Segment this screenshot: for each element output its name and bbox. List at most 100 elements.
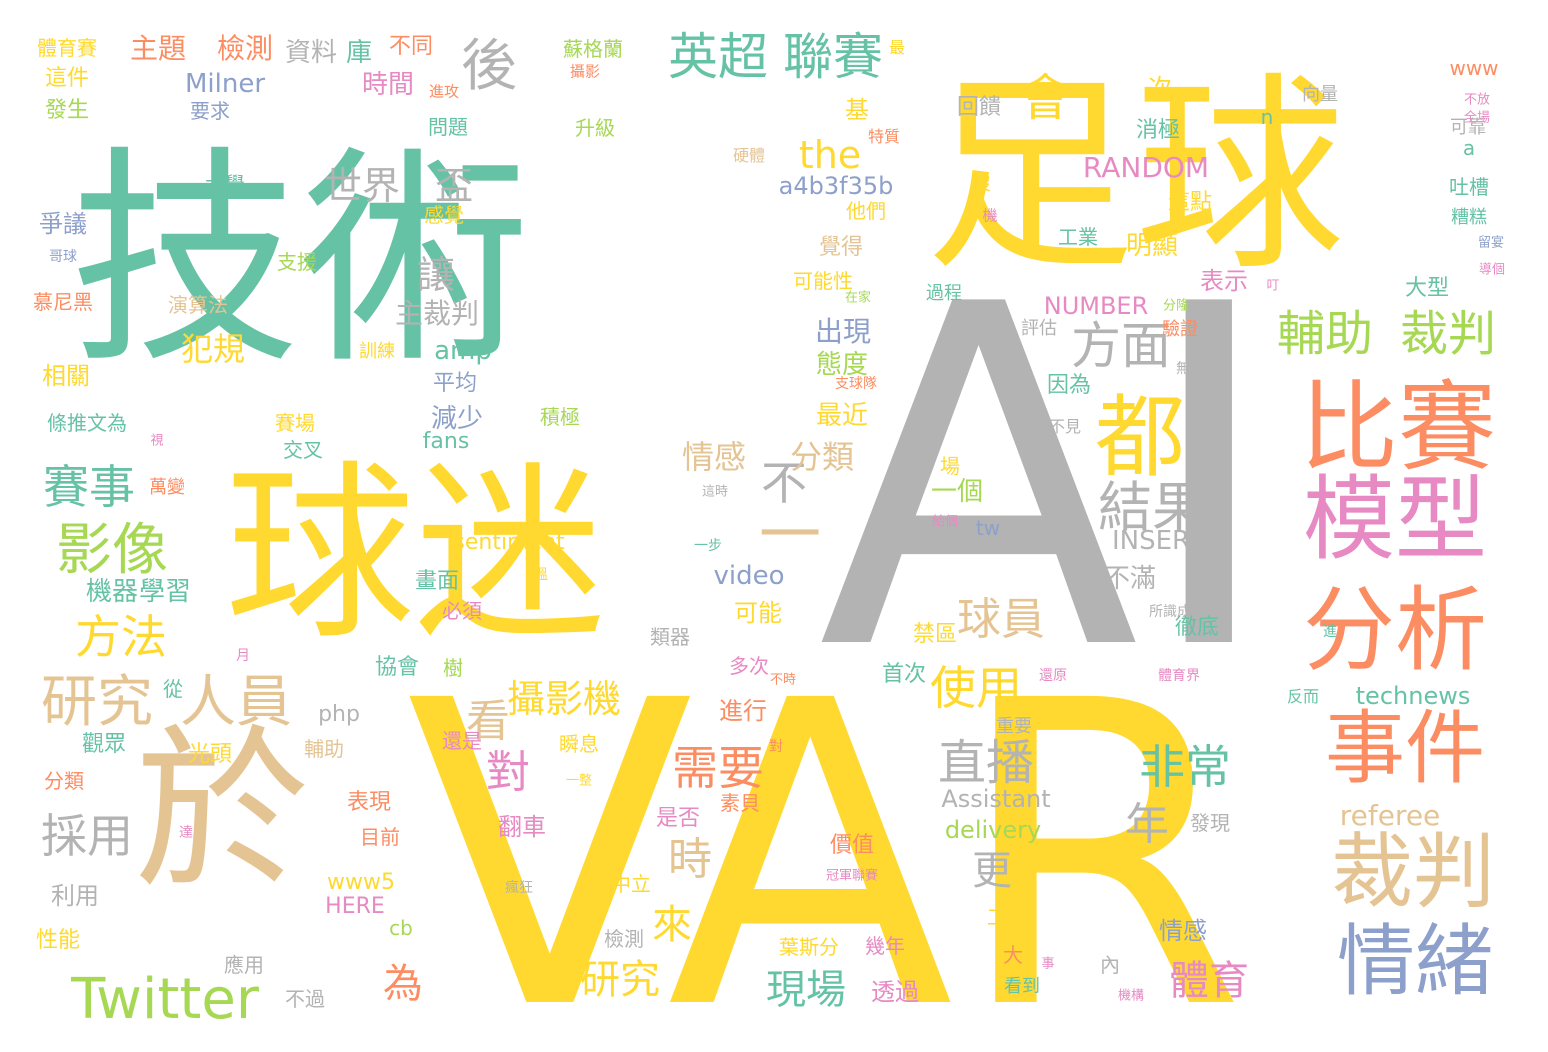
word-cloud-word: 讓 <box>416 253 456 297</box>
word-cloud-word: 問題 <box>428 115 468 139</box>
word-cloud-word: 事 <box>1041 956 1055 972</box>
word-cloud-word: 要求 <box>190 99 230 123</box>
word-cloud-word: 都 <box>1095 385 1185 490</box>
word-cloud-word: 從 <box>163 677 183 701</box>
word-cloud-word: 可靠 <box>1450 117 1486 138</box>
word-cloud-word: 葉斯分 <box>779 935 839 959</box>
word-cloud-word: 情緒 <box>1336 917 1494 1007</box>
word-cloud-word: 叮 <box>1266 278 1280 294</box>
word-cloud-word: 時間 <box>361 70 415 100</box>
word-cloud-word: 留宴 <box>1477 235 1505 251</box>
word-cloud-word: 現場 <box>766 967 846 1013</box>
word-cloud-word: 時 <box>668 834 712 885</box>
word-cloud-word: 還原 <box>1039 668 1067 684</box>
word-cloud-word: 情感 <box>1159 917 1207 945</box>
word-cloud-word: 學習 <box>138 577 192 607</box>
word-cloud-word: 主題 <box>129 32 187 65</box>
word-cloud-word: 不 <box>761 456 807 510</box>
word-cloud-word: 於 <box>134 710 310 914</box>
word-cloud-word: tw <box>975 516 1001 540</box>
word-cloud-word: 協會 <box>374 655 420 680</box>
word-cloud-word: 機構 <box>1117 988 1145 1004</box>
word-cloud-word: 溫 <box>534 567 548 583</box>
word-cloud-word: 態度 <box>815 350 869 380</box>
word-cloud-word: 工具 <box>987 905 1027 929</box>
word-cloud-word: 直播 <box>937 735 1035 791</box>
word-cloud-word: 看 <box>466 696 510 747</box>
word-cloud-word: sentiment <box>453 530 565 555</box>
word-cloud-word: 出現 <box>814 315 872 348</box>
word-cloud-word: technews <box>1355 682 1471 710</box>
word-cloud-word: 翻車 <box>498 813 546 841</box>
word-cloud-word: 減少 <box>430 404 484 434</box>
word-cloud-word: 達 <box>179 825 193 841</box>
word-cloud-word: 冠軍聯賽 <box>825 868 879 884</box>
word-cloud-word: 使用 <box>930 661 1022 715</box>
word-cloud-word: 攝影機 <box>506 677 622 721</box>
word-cloud-word: 演算法 <box>168 293 228 317</box>
word-cloud-word: 足球 <box>924 54 1346 299</box>
word-cloud-word: 事件 <box>1325 702 1485 795</box>
word-cloud-word: 需要 <box>672 741 764 795</box>
word-cloud-word: 發現 <box>1190 811 1230 835</box>
word-cloud-word: 他們 <box>846 199 886 223</box>
word-cloud-word: 還是 <box>442 729 482 753</box>
word-cloud-word: n <box>1260 105 1274 129</box>
word-cloud-word: referee <box>1339 799 1441 832</box>
word-cloud-word: 相關 <box>42 362 90 390</box>
word-cloud-word: 過程 <box>926 283 962 304</box>
word-cloud-word: 進攻 <box>428 82 460 101</box>
word-cloud-word: 攝影 <box>569 62 601 81</box>
word-cloud-word: 盃 <box>434 164 474 208</box>
word-cloud-word: 最 <box>888 38 906 57</box>
word-cloud-word: 看到 <box>1004 976 1040 997</box>
word-cloud-word: 資料 <box>284 38 338 68</box>
word-cloud-word: 在家 <box>844 290 872 306</box>
word-cloud-word: 輔助 <box>304 737 344 761</box>
word-cloud-word: 發生 <box>44 98 90 123</box>
word-cloud-word: 視 <box>150 433 164 449</box>
word-cloud-word: www5 <box>327 870 395 895</box>
word-cloud-word: 給個 <box>931 514 959 530</box>
word-cloud-word: VAR <box>406 613 1246 1052</box>
word-cloud-word: 研究 <box>41 670 153 735</box>
word-cloud-word: 方法 <box>75 610 167 664</box>
word-cloud-word: delivery <box>944 816 1042 844</box>
word-cloud-word: 大學 <box>205 172 245 196</box>
word-cloud-word: 最近 <box>815 401 869 431</box>
word-cloud-word: 大 <box>1003 943 1023 967</box>
word-cloud-word: 進行 <box>719 697 767 725</box>
word-cloud-word: 更 <box>972 848 1012 894</box>
word-cloud-word: 感覺 <box>424 203 464 227</box>
word-cloud-word: 積極 <box>540 405 580 429</box>
word-cloud-word: 不放 <box>1463 92 1491 108</box>
word-cloud-word: 特質 <box>867 127 901 146</box>
word-cloud-word: 支援 <box>277 250 317 274</box>
word-cloud-word: 機 <box>982 206 998 225</box>
word-cloud-word: 應用 <box>224 953 264 977</box>
word-cloud-word: 來 <box>652 902 692 948</box>
word-cloud-word: 糟糕 <box>1451 207 1487 228</box>
word-cloud-word: 工業 <box>1058 225 1098 249</box>
word-cloud-word: 表現 <box>346 790 392 815</box>
word-cloud-word: 不同 <box>388 34 434 59</box>
word-cloud-word: video <box>713 561 785 591</box>
word-cloud-word: 所識成 <box>1149 604 1191 620</box>
word-cloud-word: 分類 <box>789 438 855 476</box>
word-cloud-word: HERE <box>325 894 385 919</box>
word-cloud-word: 進 <box>1323 624 1337 640</box>
word-cloud-word: 分類 <box>44 769 84 793</box>
word-cloud-word: 採用 <box>41 809 133 863</box>
word-cloud-word: 全場 <box>1463 110 1491 126</box>
word-cloud-word: 球員 <box>957 594 1045 645</box>
word-cloud-word: 條推文為 <box>47 411 127 435</box>
word-cloud-word: 類器 <box>650 625 690 649</box>
word-cloud-word: 主裁判 <box>394 297 480 330</box>
word-cloud-word: 畫面 <box>414 569 460 594</box>
word-cloud-word: 消極 <box>1135 118 1181 143</box>
word-cloud-word: 裁判 <box>1330 825 1496 920</box>
word-cloud-word: 不時 <box>769 672 797 688</box>
word-cloud-word: 明顯 <box>1125 231 1179 261</box>
word-cloud-word: 分隆 <box>1162 298 1190 314</box>
